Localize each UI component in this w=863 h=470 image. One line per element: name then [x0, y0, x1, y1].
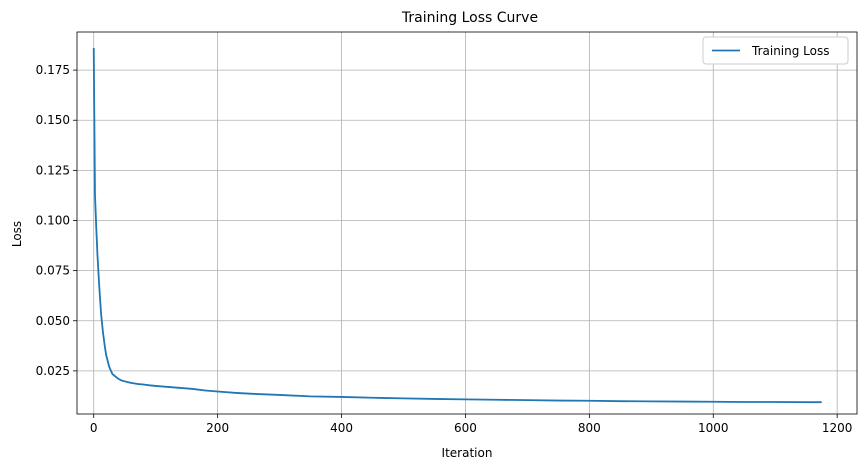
y-tick-label: 0.125: [36, 163, 70, 177]
x-tick-label: 600: [454, 421, 477, 435]
x-tick-label: 1200: [822, 421, 853, 435]
y-tick-label: 0.075: [36, 264, 70, 278]
x-tick-label: 400: [330, 421, 353, 435]
series-line-training-loss: [92, 48, 822, 404]
plot-area: [92, 48, 822, 404]
legend: Training Loss: [702, 36, 849, 65]
x-axis-label: Iteration: [442, 446, 493, 460]
legend-box: [702, 36, 849, 65]
x-axis: 0 200 400 600 800 1000 1200: [90, 414, 853, 435]
grid: [77, 32, 857, 414]
y-axis-label: Loss: [10, 221, 24, 247]
y-tick-label: 0.150: [36, 113, 70, 127]
y-tick-label: 0.175: [36, 63, 70, 77]
y-tick-label: 0.100: [36, 213, 70, 227]
y-tick-label: 0.025: [36, 364, 70, 378]
chart-title: Training Loss Curve: [401, 10, 538, 26]
x-tick-label: 0: [90, 421, 98, 435]
x-tick-label: 200: [206, 421, 229, 435]
y-axis: 0.025 0.050 0.075 0.100 0.125 0.150 0.175: [36, 63, 77, 378]
legend-label: Training Loss: [751, 44, 829, 58]
x-tick-label: 1000: [698, 421, 729, 435]
plot-frame: [76, 31, 858, 415]
x-tick-label: 800: [578, 421, 601, 435]
y-tick-label: 0.050: [36, 314, 70, 328]
